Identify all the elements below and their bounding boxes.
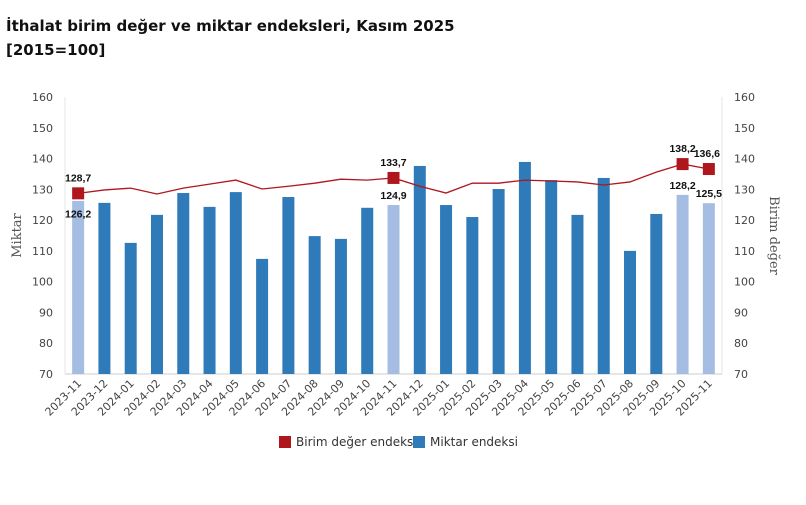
- bar-miktar: [256, 258, 269, 374]
- data-label-birim-deger: 133,7: [380, 157, 406, 169]
- data-label-miktar: 126,2: [65, 208, 91, 220]
- bar-miktar: [150, 214, 163, 374]
- bar-miktar: [624, 250, 637, 374]
- bar-miktar: [334, 238, 347, 374]
- y-tick-right: 100: [734, 276, 755, 289]
- legend-label-miktar: Miktar endeksi: [430, 435, 518, 449]
- marker-birim-deger: [387, 171, 400, 184]
- bar-miktar: [650, 213, 663, 374]
- subtitle-text: [2015=100]: [6, 41, 106, 59]
- data-label-birim-deger: 136,6: [694, 148, 720, 160]
- bar-miktar: [492, 189, 505, 374]
- y-tick-left: 70: [39, 368, 53, 381]
- data-label-birim-deger: 128,7: [65, 172, 91, 184]
- y-tick-right: 90: [734, 306, 748, 319]
- bar-miktar: [203, 206, 216, 374]
- marker-birim-deger: [702, 163, 715, 176]
- bar-miktar: [413, 165, 426, 374]
- y-tick-right: 110: [734, 245, 755, 258]
- y-tick-left: 90: [39, 306, 53, 319]
- y-tick-left: 140: [32, 153, 53, 166]
- y-tick-right: 80: [734, 337, 748, 350]
- bar-miktar: [440, 205, 453, 374]
- bar-miktar: [308, 236, 321, 374]
- bar-miktar: [229, 192, 242, 374]
- bar-miktar: [282, 197, 295, 374]
- data-label-miktar: 128,2: [669, 180, 695, 192]
- y-tick-right: 120: [734, 214, 755, 227]
- y-tick-right: 130: [734, 183, 755, 196]
- y-tick-right: 140: [734, 153, 755, 166]
- legend-swatch-miktar: [413, 436, 425, 448]
- legend-label-birim-deger: Birim değer endeksi: [296, 435, 417, 449]
- chart-title: İthalat birim değer ve miktar endeksleri…: [6, 14, 455, 62]
- bar-miktar: [676, 194, 689, 374]
- data-label-miktar: 124,9: [380, 190, 406, 202]
- bar-miktar: [177, 193, 190, 374]
- bar-miktar: [571, 214, 584, 374]
- bar-miktar: [702, 203, 715, 374]
- bar-miktar: [72, 201, 85, 374]
- bar-miktar: [545, 180, 558, 374]
- y-tick-right: 150: [734, 122, 755, 135]
- bar-miktar: [518, 161, 531, 374]
- y-tick-left: 100: [32, 276, 53, 289]
- bar-miktar: [466, 217, 479, 374]
- data-label-miktar: 125,5: [696, 188, 722, 200]
- y-tick-left: 160: [32, 91, 53, 104]
- bar-miktar: [124, 242, 137, 374]
- y-tick-left: 80: [39, 337, 53, 350]
- data-label-birim-deger: 138,2: [669, 143, 695, 155]
- y-tick-right: 70: [734, 368, 748, 381]
- y-axis-label-right: Birim değer: [766, 196, 781, 276]
- marker-birim-deger: [72, 187, 85, 200]
- bar-miktar: [361, 207, 374, 374]
- bar-miktar: [98, 202, 111, 374]
- legend-swatch-birim-deger: [279, 436, 291, 448]
- y-axis-label-left: Miktar: [10, 212, 25, 257]
- y-tick-left: 150: [32, 122, 53, 135]
- bar-miktar: [387, 205, 400, 374]
- y-tick-left: 110: [32, 245, 53, 258]
- y-tick-left: 120: [32, 214, 53, 227]
- bar-miktar: [597, 177, 610, 374]
- y-tick-right: 160: [734, 91, 755, 104]
- y-tick-left: 130: [32, 183, 53, 196]
- marker-birim-deger: [676, 158, 689, 171]
- title-text: İthalat birim değer ve miktar endeksleri…: [6, 17, 455, 35]
